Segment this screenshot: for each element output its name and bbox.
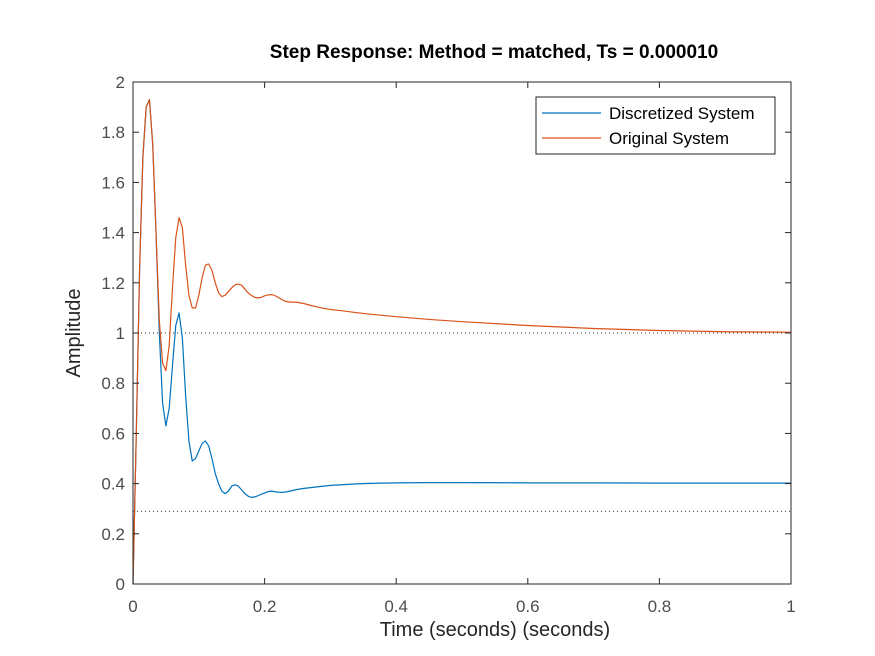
y-tick-label: 1 [116, 324, 125, 343]
y-tick-label: 1.8 [101, 123, 125, 142]
y-axis-label: Amplitude [63, 289, 85, 378]
series-lines [132, 98, 792, 585]
x-tick-label: 0.2 [253, 597, 277, 616]
x-tick-label: 0.8 [648, 597, 672, 616]
y-tick-label: 0.4 [101, 475, 125, 494]
x-tick-label: 0.6 [516, 597, 540, 616]
legend: Discretized System Original System [535, 96, 776, 155]
legend-label-original: Original System [609, 129, 729, 148]
y-tick-label: 2 [116, 73, 125, 92]
x-axis-label: Time (seconds) (seconds) [380, 619, 610, 641]
y-tick-label: 1.6 [101, 173, 125, 192]
y-tick-label: 1.4 [101, 224, 125, 243]
legend-label-discretized: Discretized System [609, 104, 754, 123]
series-line-original [132, 98, 792, 585]
y-tick-label: 0.6 [101, 424, 125, 443]
y-tick-label: 0 [116, 575, 125, 594]
chart-title: Step Response: Method = matched, Ts = 0.… [270, 42, 718, 63]
y-tick-label: 0.8 [101, 374, 125, 393]
series-line-discretized [132, 98, 791, 585]
y-tick-label: 0.2 [101, 525, 125, 544]
x-tick-label: 0 [128, 597, 137, 616]
x-tick-label: 0.4 [384, 597, 408, 616]
steady-state-reference-lines [133, 332, 791, 512]
y-tick-label: 1.2 [101, 274, 125, 293]
x-axis-ticks: 0 0.2 0.4 0.6 0.8 1 [128, 82, 796, 616]
x-tick-label: 1 [786, 597, 795, 616]
legend-box [535, 96, 776, 155]
y-axis-ticks: 0 0.2 0.4 0.6 0.8 1 1.2 1.4 1.6 1.8 2 [101, 73, 791, 594]
